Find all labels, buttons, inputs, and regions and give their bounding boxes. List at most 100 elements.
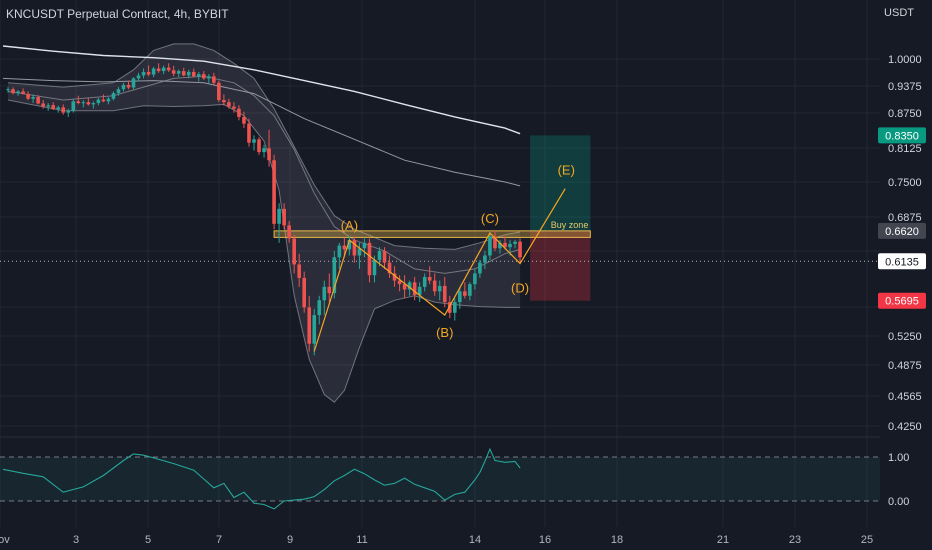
candle-body	[106, 98, 111, 102]
time-tick-label: 9	[287, 534, 293, 546]
candle-body	[322, 286, 327, 301]
bollinger-fill	[8, 43, 521, 403]
candle-body	[91, 103, 96, 105]
oscillator-panel	[0, 447, 880, 510]
candle-body	[272, 160, 276, 224]
price-tick-label: 0.7500	[888, 177, 922, 189]
bollinger-middle-line	[7, 75, 521, 274]
pattern-label: (A)	[341, 218, 358, 233]
candle-body	[131, 78, 136, 88]
buy-zone-rect[interactable]	[273, 230, 591, 238]
abcde-pattern[interactable]: (A) (B) (C) (D) (E)	[313, 163, 575, 352]
position-profit-zone[interactable]	[530, 135, 591, 231]
time-tick-label: 14	[469, 534, 481, 546]
candle-body	[277, 208, 281, 224]
candle-body	[161, 67, 166, 72]
candle-body	[252, 139, 256, 143]
candle-body	[432, 280, 437, 292]
candle-body	[202, 74, 206, 79]
candle-body	[166, 67, 171, 71]
candle-body	[447, 302, 452, 313]
candle-body	[297, 264, 301, 278]
candle-body	[196, 74, 201, 77]
time-tick-label: 16	[539, 534, 551, 546]
candle-body	[242, 116, 246, 124]
indicator-level-label: 1.00	[888, 452, 909, 464]
candle-body	[287, 225, 291, 239]
candle-body	[442, 285, 447, 303]
candle-body	[437, 285, 442, 292]
candle-body	[332, 257, 337, 294]
time-tick-label: 25	[861, 534, 873, 546]
candle-body	[257, 139, 261, 153]
candle-body	[412, 282, 417, 295]
candle-body	[26, 93, 30, 99]
candle-body	[478, 262, 482, 274]
candle-body	[357, 248, 362, 256]
candle-body	[181, 71, 186, 76]
candle-body	[372, 259, 377, 276]
candle-body	[382, 251, 387, 263]
candle-body	[46, 105, 50, 107]
price-tick-label: 0.8750	[888, 108, 922, 120]
price-axis[interactable]: 1.0000 0.9375 0.8750 0.8125 0.7500 0.6875 0.52…	[0, 54, 926, 546]
time-tick-label: 11	[356, 534, 367, 546]
price-badge-label: 0.6620	[885, 226, 919, 238]
candle-body	[212, 76, 216, 83]
price-badge-label: 0.8350	[885, 130, 919, 142]
candle-body	[327, 286, 332, 294]
position-stop-zone[interactable]	[530, 230, 591, 301]
candle-body	[56, 107, 61, 110]
candle-body	[66, 110, 71, 113]
candle-body	[126, 84, 131, 88]
candle-body	[458, 291, 462, 303]
bollinger-bands	[7, 43, 521, 403]
symbol-title: KNCUSDT Perpetual Contract, 4h, BYBIT	[6, 7, 229, 21]
trade-zones[interactable]: Buy zone	[0, 135, 880, 301]
candle-body	[6, 89, 10, 91]
candle-body	[483, 255, 487, 263]
candle-body	[41, 103, 45, 107]
indicator-band	[0, 457, 880, 501]
pattern-label: (C)	[481, 211, 499, 226]
candle-body	[352, 240, 357, 256]
pattern-path[interactable]	[313, 188, 566, 352]
price-badge-stop[interactable]	[878, 292, 926, 309]
candle-body	[247, 123, 251, 143]
candle-body	[116, 89, 121, 94]
candle-body	[191, 71, 196, 77]
candle-body	[262, 148, 266, 153]
candle-body	[267, 148, 271, 161]
candle-body	[176, 71, 181, 74]
price-tick-label: 0.4565	[888, 391, 922, 403]
price-badge-last[interactable]	[878, 253, 926, 270]
price-badge-level[interactable]	[878, 222, 926, 239]
candle-body	[453, 302, 457, 313]
candle-body	[513, 241, 517, 244]
candle-body	[101, 99, 106, 102]
candle-body	[463, 291, 467, 296]
candlesticks	[6, 63, 522, 356]
price-badge-target[interactable]	[878, 127, 926, 144]
price-tick-label: 0.9375	[888, 81, 922, 93]
candle-body	[377, 251, 382, 260]
candle-body	[111, 93, 116, 99]
candle-body	[76, 101, 81, 104]
buy-zone-label: Buy zone	[551, 220, 589, 230]
candle-body	[417, 286, 422, 295]
candle-body	[392, 273, 397, 281]
candle-body	[337, 245, 342, 258]
candle-body	[402, 284, 407, 290]
time-tick-label: 18	[611, 534, 623, 546]
price-tick-label: 0.5250	[888, 331, 922, 343]
candle-body	[342, 245, 347, 250]
candle-body	[146, 71, 151, 75]
candle-body	[488, 236, 492, 256]
candle-body	[282, 208, 286, 226]
bollinger-lower-line	[7, 99, 521, 403]
candle-body	[407, 282, 412, 290]
candle-body	[237, 108, 241, 117]
candle-body	[317, 300, 322, 316]
candle-body	[468, 284, 472, 296]
